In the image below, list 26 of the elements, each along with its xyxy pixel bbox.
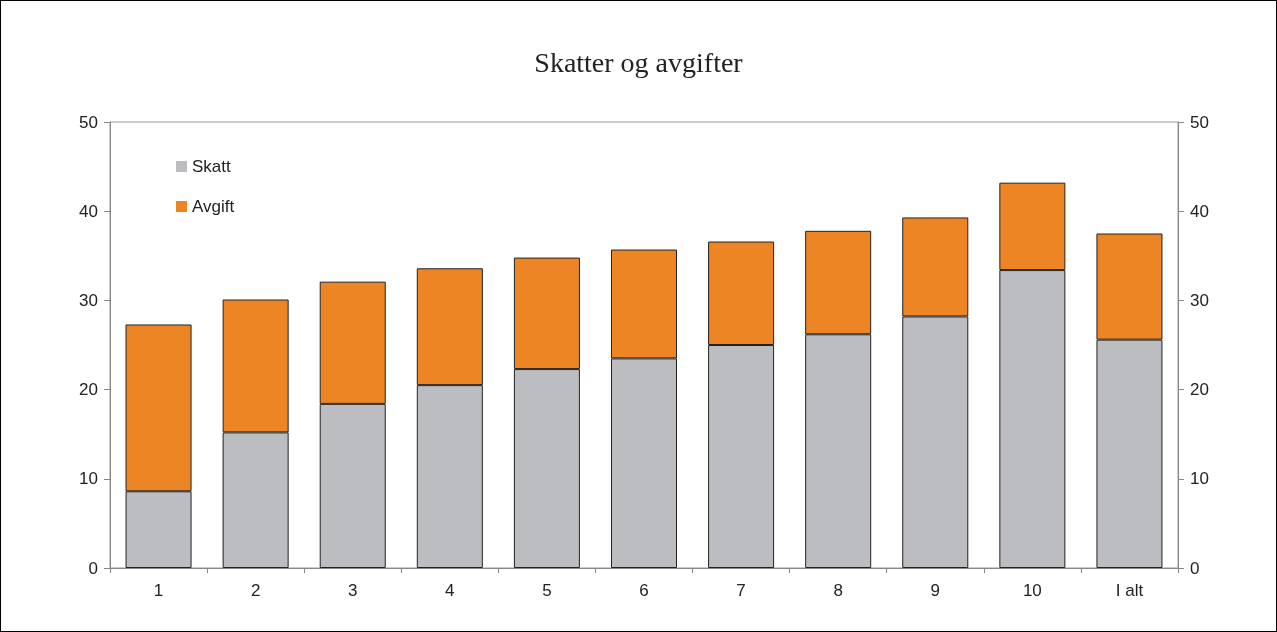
y-tick-label: 0: [88, 558, 98, 578]
x-tick-label: 7: [736, 581, 746, 600]
x-tick-label: 9: [930, 581, 941, 600]
x-tick-label: 3: [347, 581, 358, 600]
y-tick-label: 20: [79, 380, 98, 400]
chart-title: Skatter og avgifter: [534, 46, 744, 78]
y-tick-label: 30: [79, 290, 98, 310]
x-tick-label: I alt: [1115, 581, 1144, 600]
y2-tick-label: 30: [1190, 290, 1209, 310]
y-tick-label: 40: [79, 201, 98, 221]
x-tick-label: 8: [833, 581, 843, 600]
x-tick-label: 4: [445, 581, 455, 600]
y2-tick-label: 20: [1190, 380, 1209, 400]
x-tick-label: 6: [639, 581, 649, 600]
x-tick-label: 1: [153, 581, 164, 600]
y2-tick-label: 0: [1190, 558, 1200, 578]
y2-tick-label: 50: [1190, 112, 1209, 132]
y2-tick-label: 10: [1190, 469, 1209, 489]
y2-tick-label: 40: [1190, 201, 1209, 221]
y-tick-label: 10: [79, 469, 98, 489]
y-tick-label: 50: [79, 112, 98, 132]
x-tick-label: 10: [1022, 581, 1042, 600]
legend-label: Skatt: [192, 157, 232, 176]
legend-label: Avgift: [192, 197, 235, 216]
x-tick-label: 5: [542, 581, 552, 600]
x-tick-label: 2: [250, 581, 261, 600]
